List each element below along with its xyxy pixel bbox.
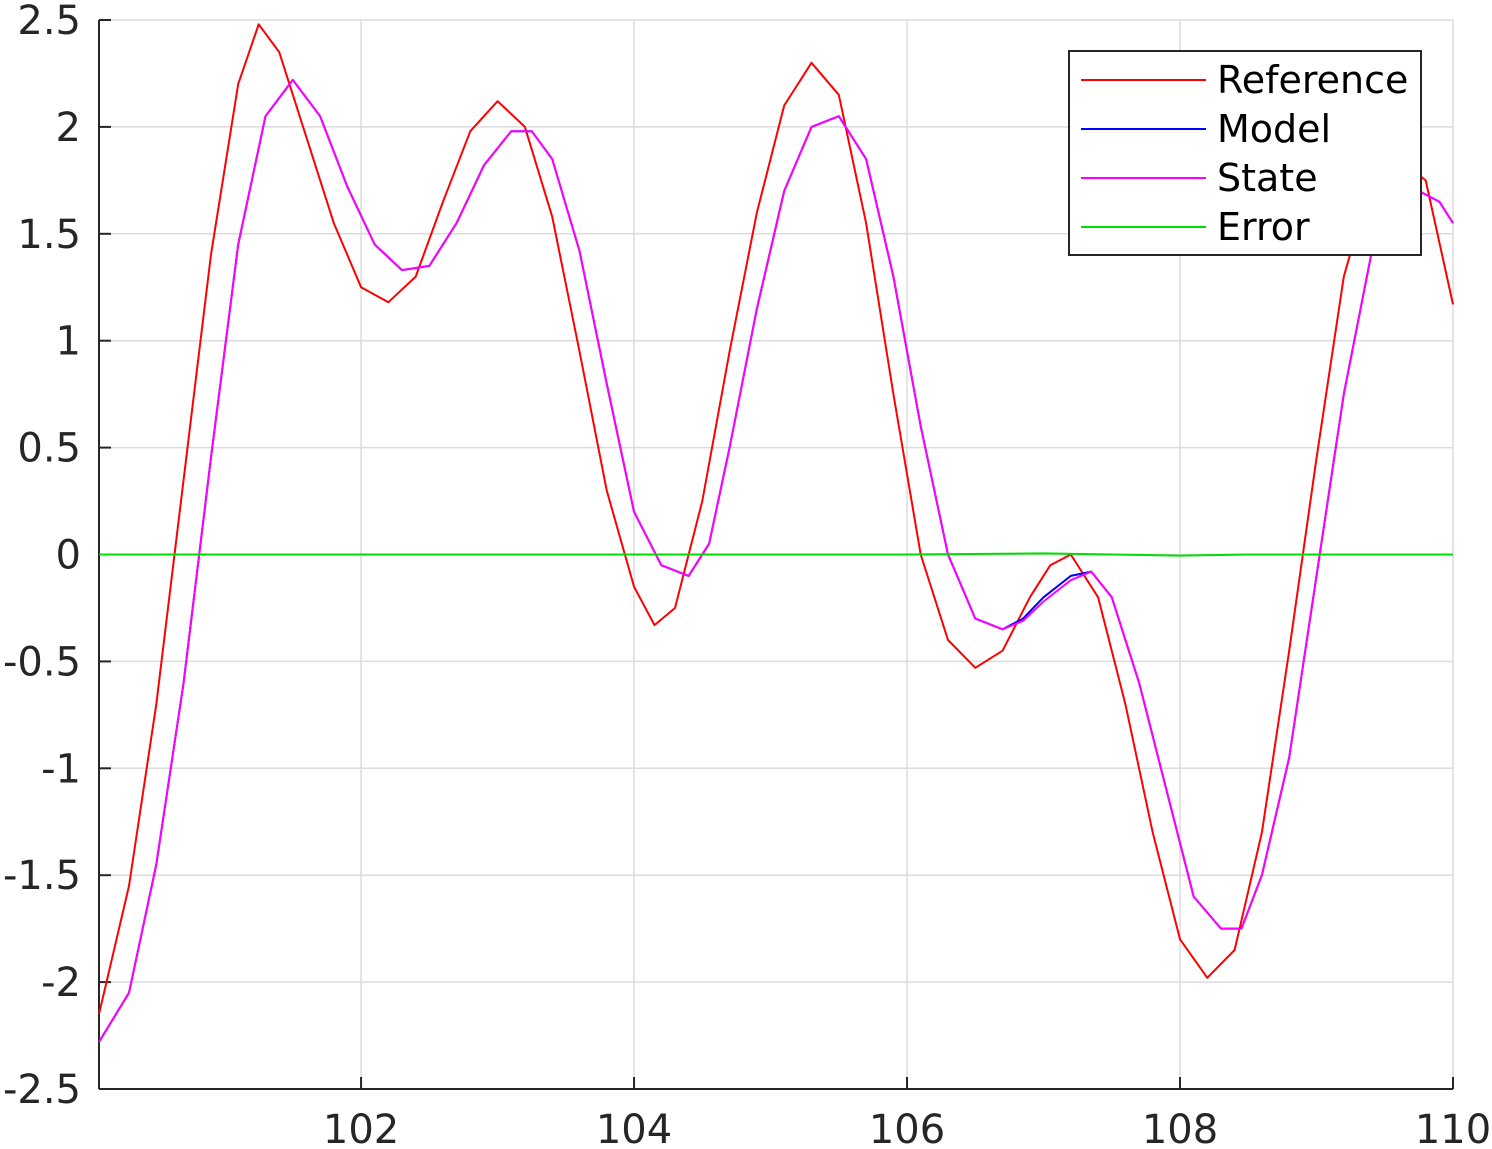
model-legend-label: Model bbox=[1217, 107, 1331, 151]
reference-series-line bbox=[98, 23, 1454, 1015]
state-legend-label: State bbox=[1217, 156, 1318, 200]
state-series-line bbox=[98, 78, 1454, 1043]
y-tick-label: -0.5 bbox=[3, 639, 81, 685]
error-series-line bbox=[99, 552, 1453, 557]
x-tick-label: 102 bbox=[323, 1107, 399, 1149]
tick-labels: 2.5 2 1.5 1 0.5 0 -0.5 -1 -1.5 -2 -2.5 102 104 106 108… bbox=[3, 0, 1491, 1149]
x-tick-label: 108 bbox=[1142, 1107, 1218, 1149]
y-tick-label: 0 bbox=[56, 533, 81, 579]
legend-items: Reference Model State Error bbox=[1081, 58, 1408, 249]
y-tick-label: -2.5 bbox=[3, 1067, 81, 1113]
y-tick-label: -2 bbox=[41, 960, 81, 1006]
error-legend-label: Error bbox=[1217, 205, 1310, 249]
plot-lines bbox=[98, 23, 1454, 1043]
y-tick-label: 1.5 bbox=[17, 212, 81, 258]
y-tick-label: -1.5 bbox=[3, 853, 81, 899]
legend: Reference Model State Error bbox=[1068, 50, 1422, 256]
y-tick-label: -1 bbox=[41, 746, 81, 792]
x-tick-label: 110 bbox=[1415, 1107, 1491, 1149]
x-tick-label: 104 bbox=[596, 1107, 672, 1149]
y-tick-label: 0.5 bbox=[17, 426, 81, 472]
legend-box bbox=[1068, 50, 1422, 256]
y-tick-label: 2 bbox=[56, 105, 81, 151]
x-tick-label: 106 bbox=[869, 1107, 945, 1149]
reference-legend-label: Reference bbox=[1217, 58, 1408, 102]
y-tick-label: 1 bbox=[56, 319, 81, 365]
y-tick-label: 2.5 bbox=[17, 0, 81, 44]
